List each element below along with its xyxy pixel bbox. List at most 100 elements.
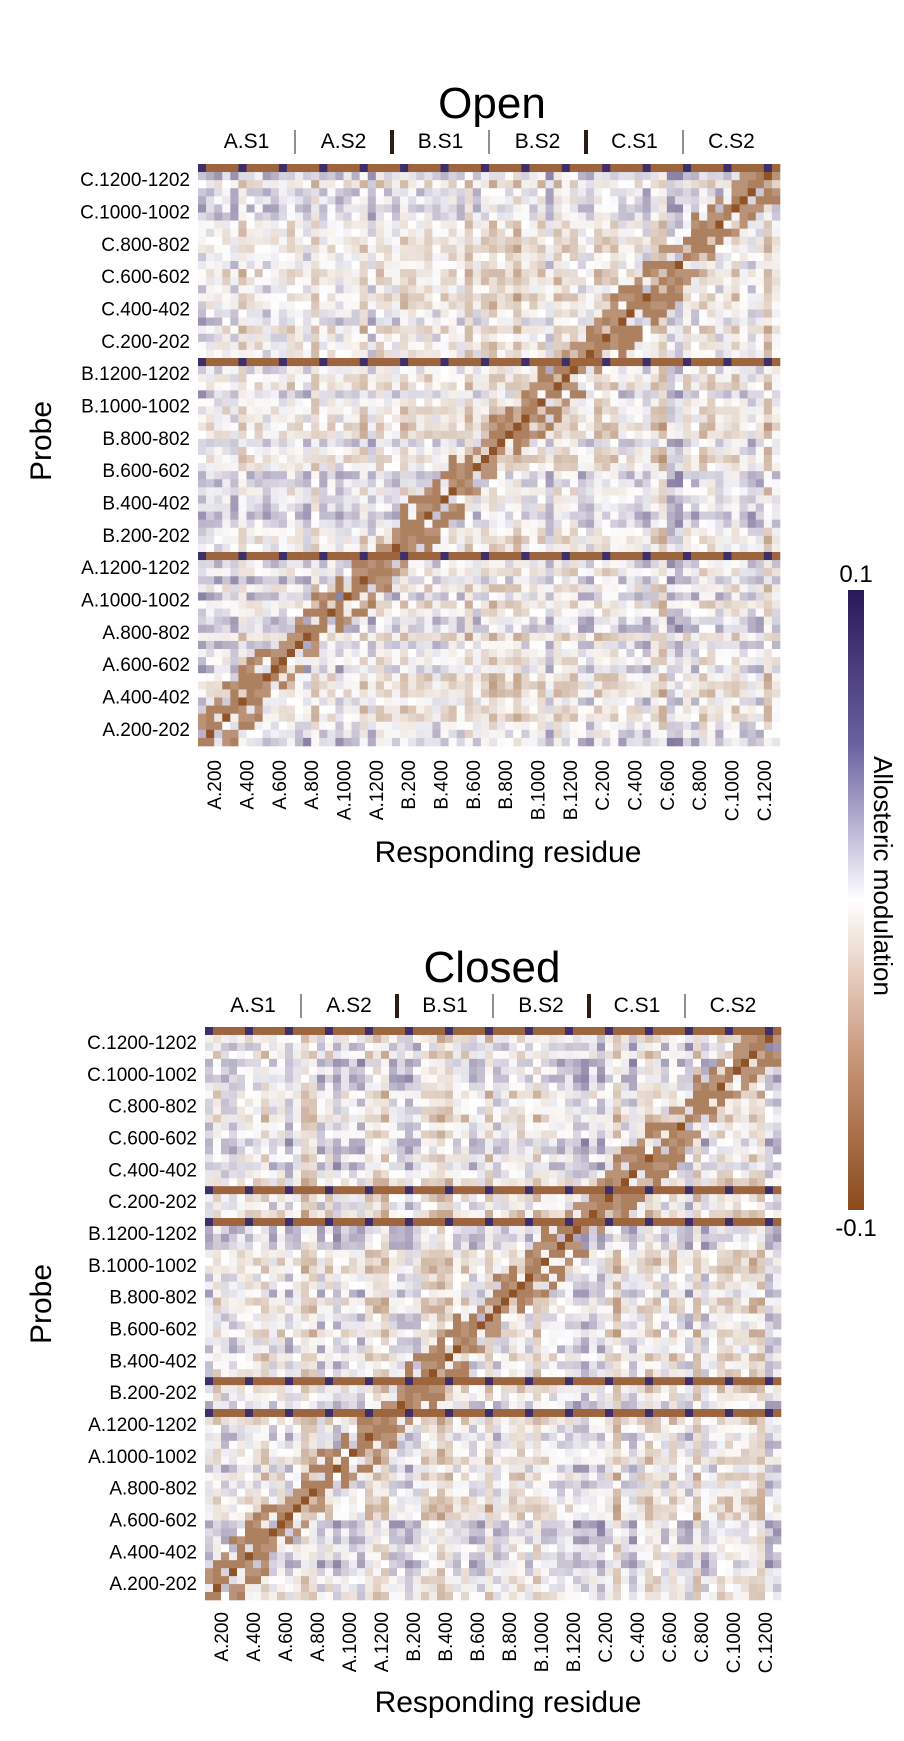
heatmap-cell xyxy=(763,228,773,238)
heatmap-cell xyxy=(408,446,417,456)
heatmap-cell xyxy=(731,681,740,690)
heatmap-cell xyxy=(222,390,231,399)
heatmap-cell xyxy=(383,471,393,480)
heatmap-cell xyxy=(513,430,522,440)
heatmap-cell xyxy=(634,341,643,351)
heatmap-cell xyxy=(440,341,449,351)
heatmap-cell xyxy=(230,665,239,674)
heatmap-cell xyxy=(351,196,360,205)
heatmap-cell xyxy=(626,317,635,326)
heatmap-cell xyxy=(618,349,627,359)
heatmap-cell xyxy=(691,657,700,666)
heatmap-cell xyxy=(561,164,571,173)
heatmap-cell xyxy=(723,390,732,399)
heatmap-cell xyxy=(408,576,417,585)
heatmap-cell xyxy=(739,244,748,254)
heatmap-cell xyxy=(747,293,757,302)
heatmap-cell xyxy=(618,430,627,440)
heatmap-cell xyxy=(586,471,595,480)
heatmap-cell xyxy=(351,349,360,359)
heatmap-cell xyxy=(642,487,651,496)
heatmap-cell xyxy=(489,398,498,407)
heatmap-cell xyxy=(278,269,288,278)
heatmap-cell xyxy=(230,228,239,238)
heatmap-cell xyxy=(691,438,700,448)
heatmap-cell xyxy=(602,624,611,634)
heatmap-cell xyxy=(286,422,296,432)
heatmap-cell xyxy=(311,309,320,318)
heatmap-cell xyxy=(230,543,239,553)
heatmap-cell xyxy=(286,333,296,343)
heatmap-cell xyxy=(731,317,740,326)
heatmap-cell xyxy=(327,495,336,504)
heatmap-cell xyxy=(715,560,724,569)
heatmap-cell xyxy=(731,277,740,286)
heatmap-cell xyxy=(408,301,417,310)
heatmap-cell xyxy=(432,244,441,254)
heatmap-cell xyxy=(674,649,684,658)
heatmap-cell xyxy=(472,430,482,440)
heatmap-cell xyxy=(295,657,304,666)
heatmap-cell xyxy=(343,487,352,496)
heatmap-cell xyxy=(747,511,757,520)
heatmap-cell xyxy=(214,196,223,205)
heatmap-cell xyxy=(626,252,635,262)
heatmap-cell xyxy=(392,705,401,714)
heatmap-cell xyxy=(286,503,296,512)
heatmap-cell xyxy=(472,495,482,504)
heatmap-cell xyxy=(610,349,619,359)
heatmap-cell xyxy=(626,349,635,359)
heatmap-cell xyxy=(424,568,433,577)
heatmap-cell xyxy=(319,333,328,343)
heatmap-cell xyxy=(489,632,498,642)
heatmap-cell xyxy=(335,349,344,359)
heatmap-cell xyxy=(537,495,546,504)
heatmap-cell xyxy=(650,430,660,440)
heatmap-cell xyxy=(561,252,571,262)
heatmap-cell xyxy=(626,495,635,504)
heatmap-cell xyxy=(254,172,263,181)
heatmap-cell xyxy=(537,552,546,561)
heatmap-cell xyxy=(214,430,223,440)
heatmap-cell xyxy=(666,657,676,666)
heatmap-cell xyxy=(537,527,546,537)
heatmap-cell xyxy=(464,293,474,302)
heatmap-cell xyxy=(214,309,223,318)
heatmap-cell xyxy=(416,689,425,698)
heatmap-cell xyxy=(691,301,700,310)
heatmap-cell xyxy=(206,592,215,601)
heatmap-cell xyxy=(610,576,619,585)
heatmap-cell xyxy=(699,713,708,723)
heatmap-cell xyxy=(586,358,595,367)
heatmap-cell xyxy=(489,228,498,238)
heatmap-cell xyxy=(432,713,441,723)
heatmap-cell xyxy=(497,382,506,391)
heatmap-cell xyxy=(642,390,651,399)
heatmap-cell xyxy=(569,471,579,480)
heatmap-cell xyxy=(497,406,506,415)
heatmap-cell xyxy=(246,333,255,343)
heatmap-cell xyxy=(586,649,595,658)
heatmap-cell xyxy=(448,705,457,714)
heatmap-cell xyxy=(359,438,369,448)
heatmap-cell xyxy=(618,624,627,634)
heatmap-cell xyxy=(456,293,466,302)
heatmap-cell xyxy=(747,430,757,440)
heatmap-cell xyxy=(311,503,320,512)
heatmap-cell xyxy=(214,705,223,714)
heatmap-cell xyxy=(545,511,554,520)
heatmap-cell xyxy=(586,236,595,246)
heatmap-cell xyxy=(569,640,579,650)
heatmap-cell xyxy=(198,341,207,351)
heatmap-cell xyxy=(771,341,781,351)
heatmap-cell xyxy=(489,560,498,569)
heatmap-cell xyxy=(658,406,668,415)
heatmap-cell xyxy=(351,244,360,254)
heatmap-cell xyxy=(408,543,417,553)
heatmap-cell xyxy=(755,293,765,302)
heatmap-cell xyxy=(529,592,538,601)
heatmap-cell xyxy=(513,503,522,512)
heatmap-cell xyxy=(577,269,587,278)
heatmap-cell xyxy=(707,438,716,448)
heatmap-cell xyxy=(286,584,296,593)
